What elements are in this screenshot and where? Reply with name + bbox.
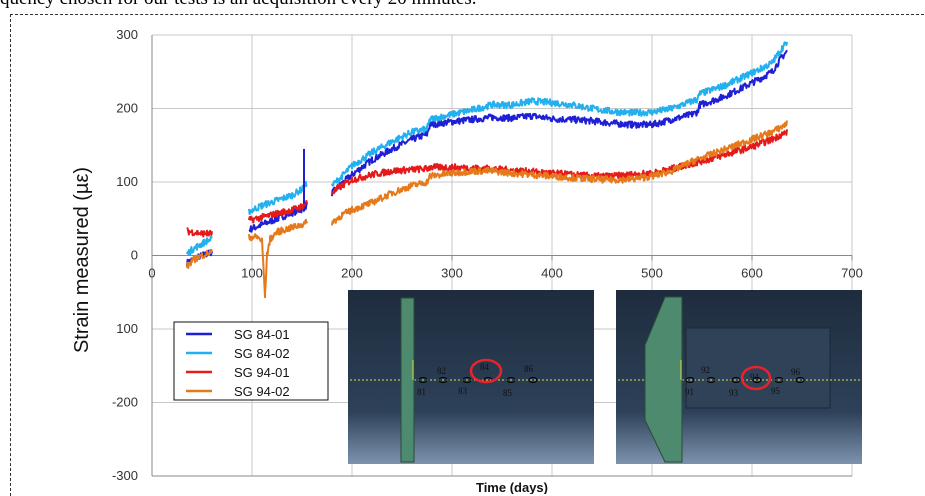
inset-2-gauges <box>685 377 805 383</box>
series-line <box>331 49 788 197</box>
gauge-85 <box>506 377 516 383</box>
x-tick-label: 700 <box>841 266 863 281</box>
y-tick-label: 100 <box>116 174 138 189</box>
x-tick-label: 200 <box>341 266 363 281</box>
series-line <box>186 227 213 238</box>
inset-1-label-bottom-3: 85 <box>503 388 513 398</box>
legend-label: SG 94-01 <box>234 365 290 380</box>
inset-model-2: 92 94 96 91 93 95 <box>616 290 862 464</box>
caption-text: quency chosen for our tests is an acquis… <box>0 0 925 14</box>
figure-frame <box>10 14 924 496</box>
x-axis-label: Time (days) <box>476 480 548 494</box>
inset-1-highlight-circle <box>469 358 503 384</box>
inset-1-label-bottom-2: 83 <box>458 386 468 396</box>
inset-1-label-bottom-1: 81 <box>417 387 426 397</box>
series-sg-94-02 <box>186 120 788 299</box>
y-tick-label: 200 <box>116 101 138 116</box>
data-series <box>186 41 788 299</box>
inset-1-background <box>348 290 594 464</box>
inset-2-highlight-circle <box>740 365 772 391</box>
gauge-83 <box>462 377 472 383</box>
legend-label: SG 94-02 <box>234 384 290 399</box>
gauge-82 <box>438 377 448 383</box>
x-tick-label: 500 <box>641 266 663 281</box>
inset-1-beam <box>400 297 415 463</box>
axes: 300 200 100 0 100 -200 -300 0 100 200 300 400 500 600… <box>112 27 863 483</box>
inset-1-label-top-1: 82 <box>437 366 446 376</box>
inset-model-1: 82 84 86 81 83 85 <box>348 290 594 464</box>
y-tick-label: 300 <box>116 27 138 42</box>
gauge-94 <box>752 377 762 383</box>
y-tick-label: 0 <box>131 248 138 263</box>
y-tick-label: 100 <box>116 321 138 336</box>
inset-2-label-top-2: 94 <box>750 372 760 382</box>
x-tick-label: 300 <box>441 266 463 281</box>
y-tick-label: -200 <box>112 395 138 410</box>
inset-2-label-top-1: 92 <box>701 365 710 375</box>
series-sg-84-02 <box>186 41 788 256</box>
y-tick-label: -300 <box>112 468 138 483</box>
inset-2-label-top-3: 96 <box>791 367 801 377</box>
gauge-96 <box>795 377 805 383</box>
inset-2-beam <box>644 296 683 463</box>
inset-2-label-bottom-2: 93 <box>729 388 739 398</box>
series-line <box>331 41 788 187</box>
inset-2-label-bottom-1: 91 <box>685 387 694 397</box>
legend: SG 84-01 SG 84-02 SG 94-01 SG 94-02 <box>173 321 329 401</box>
gauge-95 <box>774 377 784 383</box>
x-tick-label: 100 <box>241 266 263 281</box>
inset-2-label-bottom-3: 95 <box>771 386 781 396</box>
gauge-86 <box>528 377 538 383</box>
inset-1-gauges <box>418 377 538 383</box>
series-line <box>331 120 788 226</box>
x-tick-label: 0 <box>148 266 155 281</box>
x-tick-label: 400 <box>541 266 563 281</box>
series-line <box>186 235 213 256</box>
series-line <box>248 200 308 224</box>
inset-1-label-top-2: 84 <box>480 362 490 372</box>
series-line <box>248 218 308 299</box>
legend-label: SG 84-02 <box>234 346 290 361</box>
gauge-92 <box>706 377 716 383</box>
series-line <box>248 180 308 216</box>
gauge-93 <box>731 377 741 383</box>
gauge-91 <box>685 377 695 383</box>
x-tick-label: 600 <box>741 266 763 281</box>
y-axis-label: Strain measured (µε) <box>71 167 93 353</box>
gauge-81 <box>418 377 428 383</box>
legend-label: SG 84-01 <box>234 327 290 342</box>
inset-1-label-top-3: 86 <box>524 364 534 374</box>
series-line <box>186 248 213 269</box>
